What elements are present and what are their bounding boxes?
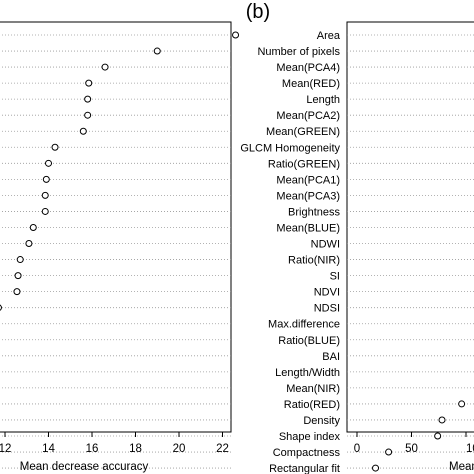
right-data-point [438, 416, 446, 424]
left-data-point [232, 31, 240, 39]
variable-label: Density [303, 415, 340, 427]
right-data-point [458, 400, 466, 408]
left-data-point [29, 223, 37, 231]
left-plot-frame [0, 21, 232, 433]
left-data-point [13, 288, 21, 296]
variable-label: Compactness [273, 447, 341, 459]
left-data-point [79, 127, 87, 135]
right-x-axis-title: Mean [449, 461, 474, 473]
right-plot-frame [346, 21, 474, 433]
variable-label: Mean(PCA1) [276, 174, 340, 186]
left-data-point [41, 191, 49, 199]
left-x-tick-label: 16 [86, 443, 99, 455]
right-panel: (b) Area Number of pixels Mean(PCA4) Mean(RE… [240, 1, 474, 474]
left-data-point [84, 95, 92, 103]
left-x-axis-title: Mean decrease accuracy [20, 461, 149, 473]
panel-label-b: (b) [246, 1, 270, 23]
variable-label: Ratio(BLUE) [278, 335, 340, 347]
left-data-point [153, 47, 161, 55]
variable-label: Length [306, 94, 340, 106]
left-data-point [42, 175, 50, 183]
variable-label: NDWI [311, 239, 340, 251]
variable-label: Mean(NIR) [286, 383, 340, 395]
variable-label: Max.difference [268, 319, 340, 331]
variable-label: Area [317, 30, 341, 42]
left-x-tick-label: 20 [173, 443, 186, 455]
left-data-point [101, 63, 109, 71]
right-data-point [372, 464, 380, 472]
right-x-tick-label: 10 [466, 443, 474, 455]
left-data-point [0, 304, 2, 311]
right-x-tick-label: 0 [354, 443, 360, 455]
right-data-point [385, 448, 393, 456]
variable-label: SI [330, 271, 340, 283]
right-data-point [434, 432, 442, 440]
variable-label: NDVI [314, 287, 340, 299]
variable-label: Number of pixels [257, 46, 340, 58]
variable-label: Ratio(RED) [284, 399, 340, 411]
variable-label: NDSI [314, 303, 340, 315]
left-panel: 12 14 16 18 20 22 Mean decrease accuracy [0, 21, 240, 473]
left-x-tick-label: 18 [129, 443, 142, 455]
left-x-tick-label: 22 [216, 443, 229, 455]
left-data-point [45, 159, 52, 167]
variable-label: GLCM Homogeneity [240, 142, 340, 154]
variable-label: Mean(BLUE) [276, 222, 340, 234]
left-data-point [16, 256, 24, 264]
variable-label: Mean(GREEN) [266, 126, 340, 138]
left-x-tick-label: 14 [42, 443, 55, 455]
variable-label: Mean(RED) [282, 78, 340, 90]
variable-label: Mean(PCA3) [276, 190, 340, 202]
variable-label: Shape index [279, 431, 341, 443]
left-data-point [25, 240, 33, 248]
left-x-tick-label: 12 [0, 443, 11, 455]
variable-label: Rectangular fit [269, 463, 340, 474]
variable-label: Mean(PCA2) [276, 110, 340, 122]
right-x-tick-label: 50 [405, 443, 418, 455]
variable-label: Brightness [288, 206, 340, 218]
variable-label: Mean(PCA4) [276, 62, 340, 74]
left-data-point [51, 143, 59, 151]
left-data-point [84, 111, 92, 119]
variable-label: BAI [322, 351, 340, 363]
left-data-point [41, 207, 49, 215]
left-data-point [14, 272, 22, 280]
variable-label: Ratio(GREEN) [268, 158, 340, 170]
left-data-point [85, 79, 93, 87]
variable-label: Length/Width [275, 367, 340, 379]
variable-label: Ratio(NIR) [288, 255, 340, 267]
